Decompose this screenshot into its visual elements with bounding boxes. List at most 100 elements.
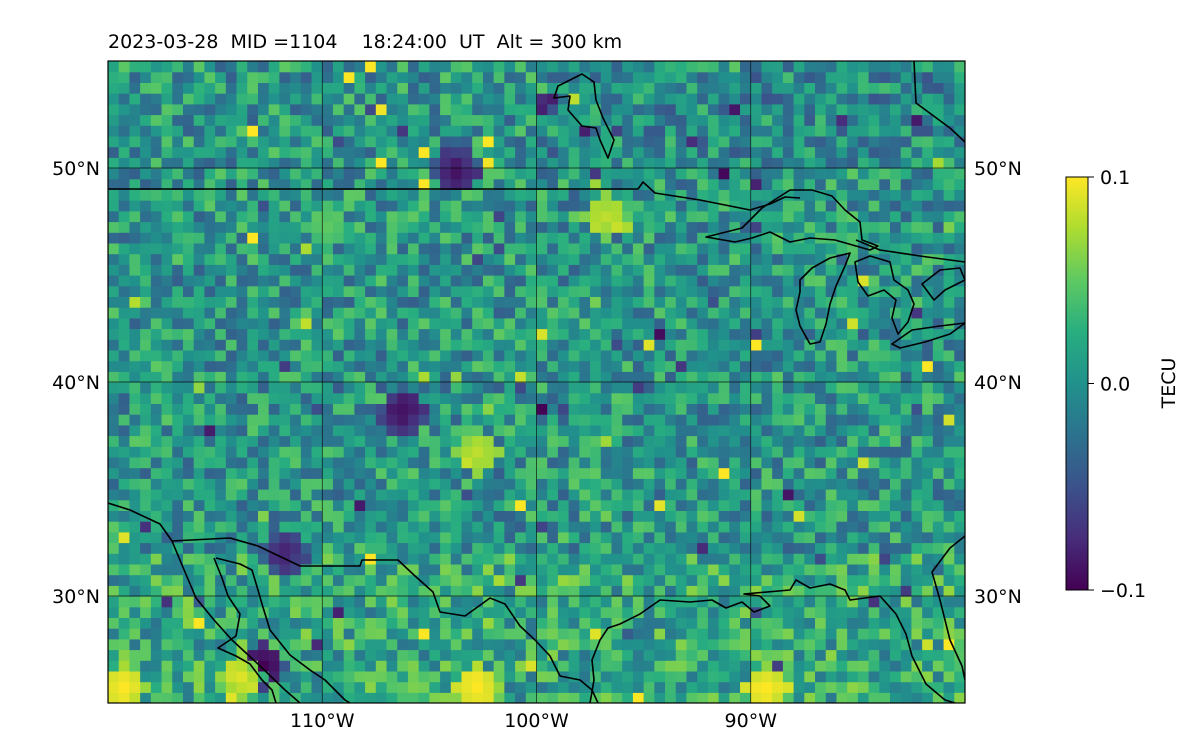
tec-cell [247,242,259,255]
tec-cell [847,232,859,244]
tec-cell [536,93,548,105]
tec-cell [472,135,484,148]
tec-cell [611,71,623,83]
tec-cell [686,649,698,661]
tec-cell [729,585,741,597]
tec-cell [879,681,891,693]
tec-cell [943,585,955,597]
tec-cell [857,617,870,629]
tec-cell [515,596,527,608]
tec-cell [332,275,345,287]
tec-cell [847,189,859,201]
tec-cell [697,510,709,522]
tec-cell [750,521,763,533]
tec-cell [890,189,902,201]
tec-cell [675,638,688,651]
tec-cell [943,499,955,511]
tec-cell [782,328,795,340]
y-tick-label-right: 50°N [974,158,1022,180]
tec-cell [504,253,516,265]
tec-cell [461,424,473,437]
tec-cell [718,521,730,533]
tec-cell [397,467,409,479]
tec-cell [215,649,227,661]
tec-cell [547,585,559,597]
tec-cell [332,317,345,330]
tec-cell [450,317,463,330]
tec-cell [590,296,602,308]
tec-cell [268,435,280,447]
tec-cell [836,553,848,565]
tec-cell [804,82,816,94]
tec-cell [793,489,805,501]
tec-cell [782,200,795,212]
tec-cell [761,392,773,404]
tec-cell [161,210,173,223]
tec-cell [236,157,248,169]
tec-cell [772,71,784,83]
tec-cell [675,200,688,212]
tec-cell [815,71,827,83]
tec-cell [815,242,827,255]
tec-cell [932,670,945,683]
tec-cell [836,692,848,703]
tec-cell [322,499,334,511]
tec-cell [847,414,859,426]
tec-cell [632,114,645,126]
tec-cell [375,392,388,404]
tec-cell [407,221,420,233]
tec-cell [654,178,666,190]
tec-cell [857,574,870,586]
tec-cell [215,542,227,554]
tec-cell [247,232,259,244]
tec-cell [450,446,463,458]
tec-cell [204,103,216,116]
tec-cell [515,135,527,148]
tec-cell [932,178,945,190]
tec-cell [504,521,516,533]
tec-cell [525,349,538,362]
tec-cell [686,681,698,693]
tec-cell [579,296,591,308]
tec-cell [375,628,388,640]
tec-cell [311,285,323,297]
tec-cell [632,307,645,319]
tec-cell [675,221,688,233]
tec-cell [129,114,141,126]
tec-cell [300,317,313,330]
tec-cell [868,210,880,223]
tec-cell [654,232,666,244]
tec-cell [150,649,163,661]
tec-cell [440,146,452,158]
tec-cell [547,392,559,404]
tec-cell [354,317,366,330]
tec-cell [665,275,677,287]
tec-cell [911,435,923,447]
tec-cell [536,403,548,415]
tec-cell [375,670,388,683]
tec-cell [215,221,227,233]
tec-cell [386,328,398,340]
tec-cell [611,285,623,297]
tec-cell [215,135,227,148]
tec-cell [825,617,838,629]
tec-cell [140,61,152,73]
tec-cell [632,296,645,308]
tec-cell [557,285,570,297]
tec-cell [375,307,388,319]
tec-cell [729,103,741,116]
tec-cell [472,521,484,533]
tec-cell [793,296,805,308]
tec-cell [225,521,238,533]
tec-cell [697,253,709,265]
tec-cell [611,692,623,703]
tec-cell [300,670,313,683]
tec-cell [140,392,152,404]
tec-cell [686,585,698,597]
tec-cell [129,467,141,479]
tec-cell [922,649,934,661]
tec-cell [815,392,827,404]
tec-cell [750,531,763,544]
tec-cell [354,574,366,586]
tec-cell [590,467,602,479]
